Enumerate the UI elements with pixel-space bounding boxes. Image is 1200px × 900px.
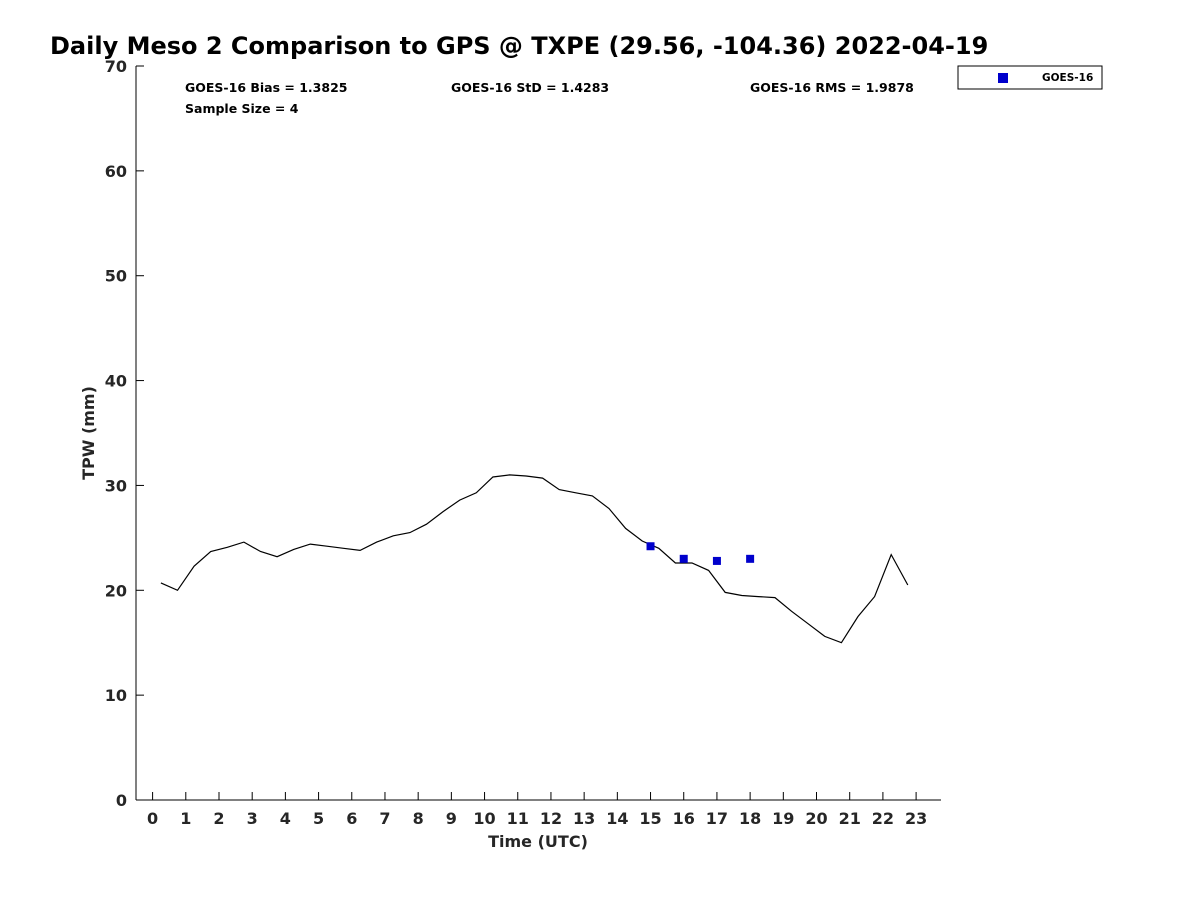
x-tick-label: 19: [772, 809, 794, 828]
x-tick-label: 5: [313, 809, 324, 828]
stat-std: GOES-16 StD = 1.4283: [451, 80, 609, 95]
chart-title: Daily Meso 2 Comparison to GPS @ TXPE (2…: [50, 32, 988, 60]
y-tick-label: 10: [105, 686, 127, 705]
y-ticks: 0 10 20 30 40 50 60 70: [105, 57, 144, 810]
series-layer: [160, 474, 909, 644]
x-tick-label: 3: [247, 809, 258, 828]
x-tick-label: 9: [446, 809, 457, 828]
x-tick-label: 7: [379, 809, 390, 828]
x-tick-label: 12: [540, 809, 562, 828]
x-tick-label: 20: [805, 809, 827, 828]
x-tick-label: 15: [639, 809, 661, 828]
x-tick-label: 16: [673, 809, 695, 828]
y-tick-label: 50: [105, 267, 127, 286]
x-tick-label: 6: [346, 809, 357, 828]
goes16-point: [646, 542, 655, 551]
y-tick-label: 30: [105, 476, 127, 495]
x-tick-label: 4: [280, 809, 291, 828]
gps-tpw-line: [160, 474, 909, 644]
x-tick-label: 14: [606, 809, 628, 828]
x-tick-label: 13: [573, 809, 595, 828]
x-axis-label: Time (UTC): [488, 832, 588, 851]
goes16-point: [712, 556, 721, 565]
stat-sample-size: Sample Size = 4: [185, 101, 299, 116]
goes16-point: [679, 554, 688, 563]
x-tick-label: 21: [839, 809, 861, 828]
y-tick-label: 70: [105, 57, 127, 76]
x-tick-label: 0: [147, 809, 158, 828]
x-tick-label: 10: [473, 809, 495, 828]
x-tick-label: 11: [507, 809, 529, 828]
legend-marker-goes16: [998, 73, 1008, 83]
legend: GOES-16: [957, 65, 1103, 90]
x-tick-label: 2: [213, 809, 224, 828]
x-ticks: 0 1 2 3 4 5 6 7 8 9 10 11 12 13 14 15 16 17 18 19 20 21 22 23: [147, 792, 927, 828]
stats-annotations: GOES-16 Bias = 1.3825 GOES-16 StD = 1.42…: [185, 80, 914, 116]
y-axis-label: TPW (mm): [79, 386, 98, 480]
x-tick-label: 17: [706, 809, 728, 828]
legend-label-goes16: GOES-16: [1042, 72, 1093, 84]
x-tick-label: 23: [905, 809, 927, 828]
stat-bias: GOES-16 Bias = 1.3825: [185, 80, 347, 95]
x-tick-label: 22: [872, 809, 894, 828]
legend-box: [957, 65, 1103, 90]
x-tick-label: 1: [180, 809, 191, 828]
x-tick-label: 18: [739, 809, 761, 828]
y-tick-label: 0: [116, 791, 127, 810]
x-tick-label: 8: [413, 809, 424, 828]
y-tick-label: 40: [105, 372, 127, 391]
goes16-point: [746, 554, 755, 563]
stat-rms: GOES-16 RMS = 1.9878: [750, 80, 914, 95]
y-tick-label: 60: [105, 162, 127, 181]
y-tick-label: 20: [105, 581, 127, 600]
